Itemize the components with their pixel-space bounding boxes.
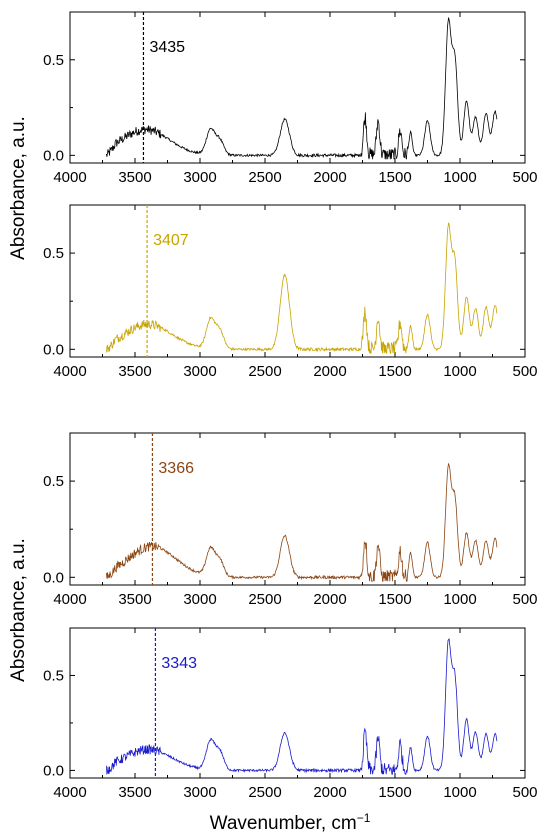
x-tick-label: 4000 bbox=[53, 363, 86, 380]
x-axis-title-superscript: −1 bbox=[357, 811, 371, 825]
x-tick-label: 2000 bbox=[313, 169, 346, 186]
x-tick-label: 1000 bbox=[443, 169, 476, 186]
x-tick-label: 1500 bbox=[378, 784, 411, 801]
spectrum-line bbox=[106, 17, 498, 160]
peak-label: 3407 bbox=[153, 232, 189, 249]
y-axis-title-bottom: Absorbance, a.u. bbox=[8, 538, 29, 682]
x-tick-label: 3500 bbox=[118, 784, 151, 801]
x-tick-label: 3500 bbox=[118, 363, 151, 380]
x-tick-label: 1000 bbox=[443, 363, 476, 380]
y-tick-label: 0.5 bbox=[43, 473, 64, 490]
y-tick-label: 0.5 bbox=[43, 245, 64, 262]
x-tick-label: 500 bbox=[512, 363, 537, 380]
x-tick-label: 3000 bbox=[183, 591, 216, 608]
x-tick-label: 4000 bbox=[53, 784, 86, 801]
panel-1: 4000 3500 3000 2500 2000 1500 1000 500 0.0 0.5 343… bbox=[43, 11, 538, 186]
y-tick-label: 0.0 bbox=[43, 341, 64, 358]
y-tick-label: 0.5 bbox=[43, 52, 64, 69]
panel-4: 4000 3500 3000 2500 2000 1500 1000 500 0.0 0.5 334… bbox=[43, 627, 538, 801]
peak-label: 3366 bbox=[158, 460, 194, 477]
x-tick-label: 3000 bbox=[183, 169, 216, 186]
x-tick-label: 1500 bbox=[378, 591, 411, 608]
x-tick-label: 2000 bbox=[313, 591, 346, 608]
x-tick-label: 500 bbox=[512, 591, 537, 608]
spectrum-line bbox=[106, 638, 498, 775]
x-tick-label: 500 bbox=[512, 169, 537, 186]
panel-2: 4000 3500 3000 2500 2000 1500 1000 500 0.0 0.5 340… bbox=[43, 204, 538, 380]
x-tick-label: 2500 bbox=[248, 784, 281, 801]
y-tick-label: 0.0 bbox=[43, 569, 64, 586]
x-tick-label: 2500 bbox=[248, 363, 281, 380]
peak-label: 3343 bbox=[161, 655, 197, 672]
x-axis-title: Wavenumber, cm−1 bbox=[210, 811, 371, 834]
x-tick-label: 3500 bbox=[118, 591, 151, 608]
x-tick-label: 1000 bbox=[443, 784, 476, 801]
peak-label: 3435 bbox=[149, 39, 185, 56]
panel-3: 4000 3500 3000 2500 2000 1500 1000 500 0.0 0.5 336… bbox=[43, 432, 538, 608]
x-tick-label: 2000 bbox=[313, 784, 346, 801]
x-tick-label: 2500 bbox=[248, 169, 281, 186]
y-tick-label: 0.0 bbox=[43, 762, 64, 779]
x-tick-label: 1000 bbox=[443, 591, 476, 608]
x-tick-label: 2500 bbox=[248, 591, 281, 608]
y-axis-title-top: Absorbance, a.u. bbox=[8, 116, 29, 260]
x-tick-label: 500 bbox=[512, 784, 537, 801]
spectrum-line bbox=[106, 222, 498, 354]
y-tick-label: 0.5 bbox=[43, 667, 64, 684]
x-tick-label: 1500 bbox=[378, 363, 411, 380]
x-axis-title-text: Wavenumber, cm bbox=[210, 813, 357, 834]
x-tick-label: 4000 bbox=[53, 591, 86, 608]
x-tick-label: 1500 bbox=[378, 169, 411, 186]
x-tick-label: 4000 bbox=[53, 169, 86, 186]
y-tick-label: 0.0 bbox=[43, 147, 64, 164]
spectrum-line bbox=[106, 463, 498, 582]
x-tick-label: 2000 bbox=[313, 363, 346, 380]
x-tick-label: 3500 bbox=[118, 169, 151, 186]
x-tick-label: 3000 bbox=[183, 784, 216, 801]
x-tick-label: 3000 bbox=[183, 363, 216, 380]
